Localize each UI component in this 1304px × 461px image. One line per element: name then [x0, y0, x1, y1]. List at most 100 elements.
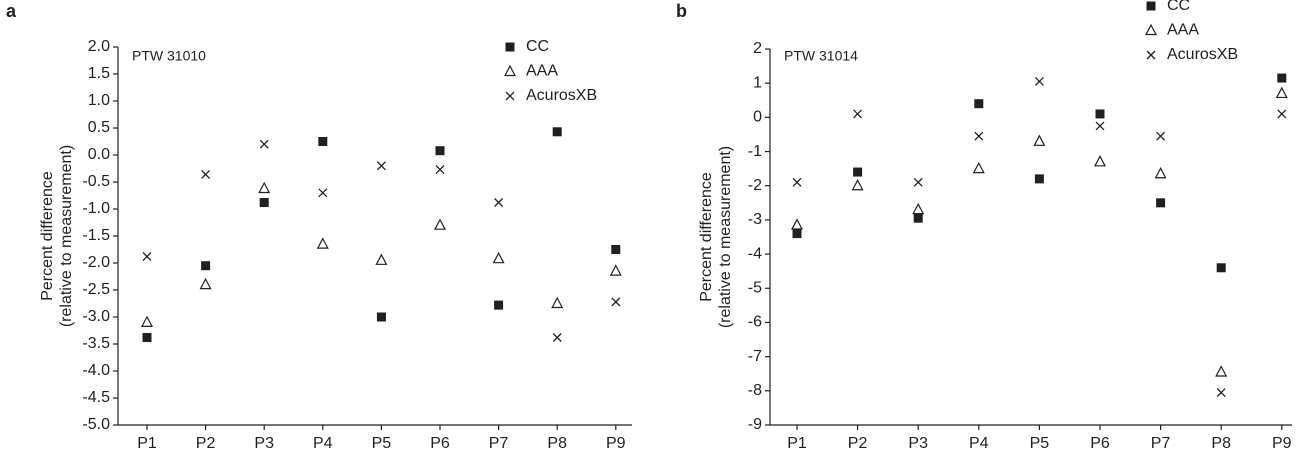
- y-tick-label: -2.5: [82, 281, 110, 298]
- legend-label: CC: [1167, 0, 1190, 14]
- data-point: [912, 202, 925, 215]
- data-point: [494, 300, 504, 310]
- data-point: [609, 264, 622, 276]
- data-point: [611, 297, 621, 307]
- data-point: [552, 127, 562, 137]
- data-point: [201, 169, 211, 179]
- y-tick-label: 0.0: [88, 146, 110, 163]
- data-point: [1277, 73, 1287, 83]
- data-point: [318, 137, 328, 146]
- y-tick-label: -4.0: [82, 362, 110, 379]
- data-point: [1277, 109, 1287, 119]
- x-tick-label: P6: [430, 435, 450, 452]
- data-point: [259, 198, 269, 208]
- data-point: [974, 99, 984, 109]
- y-tick-label: -5.0: [82, 416, 110, 433]
- panel-label: a: [6, 1, 17, 21]
- y-tick-label: 1.5: [88, 65, 110, 82]
- y-axis-title: Percent difference: [39, 171, 56, 301]
- y-axis-title: (relative to measurement): [717, 146, 734, 328]
- y-tick-label: -3.5: [82, 335, 110, 352]
- x-tick-label: P5: [1030, 435, 1050, 452]
- data-point: [1275, 86, 1288, 99]
- data-point: [1095, 109, 1105, 119]
- data-point: [611, 245, 621, 254]
- x-tick-label: P3: [908, 435, 928, 452]
- y-tick-label: -8: [748, 382, 762, 399]
- x-tick-label: P7: [489, 435, 509, 452]
- y-tick-label: -4.5: [82, 389, 110, 406]
- x-tick-label: P7: [1151, 435, 1171, 452]
- y-tick-label: -9: [748, 416, 762, 433]
- data-point: [913, 177, 923, 187]
- y-tick-label: 2: [753, 40, 762, 57]
- panel-label: b: [676, 1, 687, 21]
- data-point: [434, 218, 446, 230]
- x-tick-label: P2: [848, 435, 868, 452]
- x-tick-label: P3: [254, 435, 274, 452]
- x-tick-label: P2: [196, 435, 216, 452]
- y-axis-title: Percent difference: [698, 172, 715, 302]
- data-point: [1095, 121, 1105, 131]
- data-point: [974, 131, 984, 141]
- data-point: [972, 161, 985, 174]
- annotation: PTW 31014: [784, 48, 858, 64]
- data-point: [913, 213, 923, 223]
- y-tick-label: -6: [748, 314, 762, 331]
- data-point: [435, 165, 445, 175]
- data-point: [851, 178, 864, 191]
- data-point: [318, 188, 328, 198]
- data-point: [199, 277, 212, 290]
- data-point: [552, 333, 562, 342]
- data-point: [1154, 166, 1167, 179]
- data-point: [492, 251, 505, 264]
- x-tick-label: P8: [547, 435, 567, 452]
- y-tick-label: -1.0: [82, 200, 110, 217]
- y-tick-label: 0.5: [88, 119, 110, 136]
- data-point: [142, 333, 152, 343]
- y-tick-label: 2.0: [88, 38, 110, 55]
- annotation: PTW 31010: [132, 48, 206, 64]
- y-tick-label: -1.5: [82, 227, 110, 244]
- data-point: [142, 252, 152, 261]
- legend-label: AAA: [526, 63, 558, 80]
- data-point: [792, 229, 802, 239]
- legend-marker: [505, 91, 515, 101]
- legend-label: AAA: [1167, 22, 1199, 39]
- data-point: [376, 312, 386, 322]
- data-point: [1216, 388, 1226, 397]
- y-tick-label: 0: [753, 109, 762, 126]
- y-axis-title: (relative to measurement): [58, 145, 75, 327]
- data-point: [375, 253, 388, 265]
- data-point: [494, 198, 504, 207]
- legend-label: AcurosXB: [526, 87, 597, 104]
- y-tick-label: -2: [748, 177, 762, 194]
- data-point: [551, 296, 564, 309]
- data-point: [792, 177, 802, 187]
- x-tick-label: P1: [787, 435, 807, 452]
- data-point: [1215, 365, 1228, 377]
- data-point: [1094, 155, 1106, 167]
- data-point: [258, 181, 271, 194]
- data-point: [376, 161, 386, 171]
- data-point: [1033, 134, 1046, 146]
- legend-label: AcurosXB: [1167, 46, 1238, 63]
- y-tick-label: -7: [748, 348, 762, 365]
- y-tick-label: -0.5: [82, 173, 110, 190]
- y-tick-label: -5: [748, 279, 762, 296]
- data-point: [259, 139, 269, 149]
- data-point: [435, 146, 445, 156]
- x-tick-label: P6: [1090, 435, 1110, 452]
- data-point: [141, 315, 153, 327]
- legend-marker: [1146, 1, 1156, 11]
- x-tick-label: P5: [372, 435, 392, 452]
- y-tick-label: -4: [748, 245, 762, 262]
- y-tick-label: -1: [748, 143, 762, 160]
- data-point: [201, 261, 211, 271]
- y-tick-label: 1.0: [88, 92, 110, 109]
- data-point: [791, 218, 803, 230]
- legend-marker: [1145, 23, 1157, 36]
- y-tick-label: -3: [748, 211, 762, 228]
- x-tick-label: P8: [1211, 435, 1231, 452]
